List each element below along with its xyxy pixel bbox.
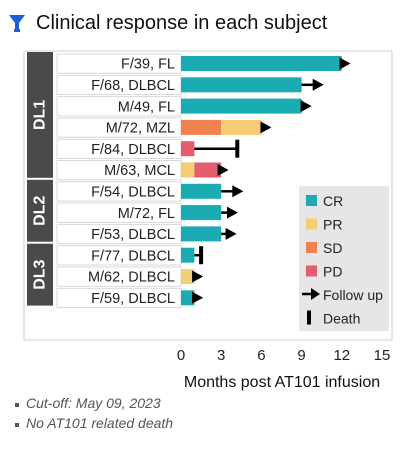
response-bar-cr (181, 205, 222, 221)
subject-label: F/68, DLBCL (91, 78, 175, 94)
response-bar-cr (181, 290, 195, 306)
legend-label: PR (323, 217, 342, 233)
response-bar-pr (181, 162, 195, 178)
response-bar-pr (221, 119, 262, 135)
dose-level-label: DL1 (32, 100, 49, 130)
x-tick-label: 0 (177, 347, 185, 364)
response-bar-cr (181, 183, 222, 199)
x-tick-label: 15 (374, 347, 391, 364)
dose-level-label: DL2 (32, 196, 49, 226)
legend-box (299, 186, 389, 331)
legend-label: PD (323, 264, 342, 280)
footnote-bullet-2 (15, 423, 19, 427)
dose-level-label: DL3 (32, 259, 49, 289)
legend-death-icon (307, 310, 311, 325)
footnote-cutoff: Cut-off: May 09, 2023 (26, 395, 161, 411)
subject-label: F/59, DLBCL (91, 291, 175, 307)
chart-title: Clinical response in each subject (36, 11, 328, 34)
follow-up-arrow-icon (312, 78, 324, 91)
legend-swatch-cr (306, 195, 317, 206)
response-bar-pr (181, 269, 195, 284)
subject-label: F/54, DLBCL (91, 184, 175, 200)
response-bar-cr (181, 56, 342, 71)
dose-level-bar (27, 52, 53, 178)
chart-frame (23, 50, 393, 341)
follow-up-arrow-icon (260, 121, 272, 134)
follow-up-arrow-icon (339, 57, 351, 70)
subject-label: M/49, FL (118, 99, 175, 115)
legend-swatch-pr (306, 218, 317, 230)
legend-label: Follow up (323, 287, 383, 303)
subject-label: M/63, MCL (104, 163, 175, 179)
response-bar-pd (194, 162, 222, 178)
subject-label: F/53, DLBCL (91, 227, 175, 243)
dose-level-bar (27, 179, 53, 242)
legend-label: Death (323, 311, 360, 327)
footnote-no-related-death: No AT101 related death (26, 415, 174, 431)
chart-header: Clinical response in each subject (6, 9, 327, 37)
follow-up-arrow-icon (225, 227, 237, 240)
response-bar-cr (181, 77, 302, 93)
subject-label: M/72, MZL (106, 121, 175, 137)
x-tick-label: 6 (257, 347, 265, 364)
legend-swatch-sd (306, 242, 317, 253)
x-tick-label: 9 (297, 347, 305, 364)
x-tick-label: 3 (217, 347, 225, 364)
legend-label: CR (323, 193, 343, 209)
response-bar-pd (181, 141, 195, 157)
subject-label: F/84, DLBCL (91, 142, 175, 158)
follow-up-arrow-icon (300, 100, 312, 113)
legend-label: SD (323, 240, 342, 256)
x-axis-label: Months post AT101 infusion (184, 374, 380, 391)
lab-flask-icon (9, 15, 25, 32)
follow-up-arrow-icon (226, 206, 238, 219)
dose-level-bar (27, 243, 53, 306)
follow-up-arrow-icon (192, 291, 204, 304)
x-tick-label: 12 (333, 347, 350, 364)
subject-label: F/77, DLBCL (91, 248, 175, 264)
footnote-bullet-1 (15, 403, 19, 407)
follow-up-arrow-icon (217, 164, 229, 176)
death-marker-icon (199, 246, 204, 265)
subject-label: M/62, DLBCL (88, 270, 175, 286)
response-bar-cr (181, 247, 195, 263)
follow-up-arrow-icon (192, 270, 204, 283)
death-marker-icon (235, 139, 240, 158)
legend-swatch-pd (306, 265, 317, 277)
response-bar-cr (181, 98, 302, 114)
legend-arrow-icon (311, 288, 320, 300)
subject-label: M/72, FL (118, 206, 175, 222)
response-bar-cr (181, 226, 222, 242)
response-bar-sd (181, 119, 222, 135)
subject-label: F/39, FL (121, 57, 175, 73)
follow-up-arrow-icon (232, 185, 244, 198)
